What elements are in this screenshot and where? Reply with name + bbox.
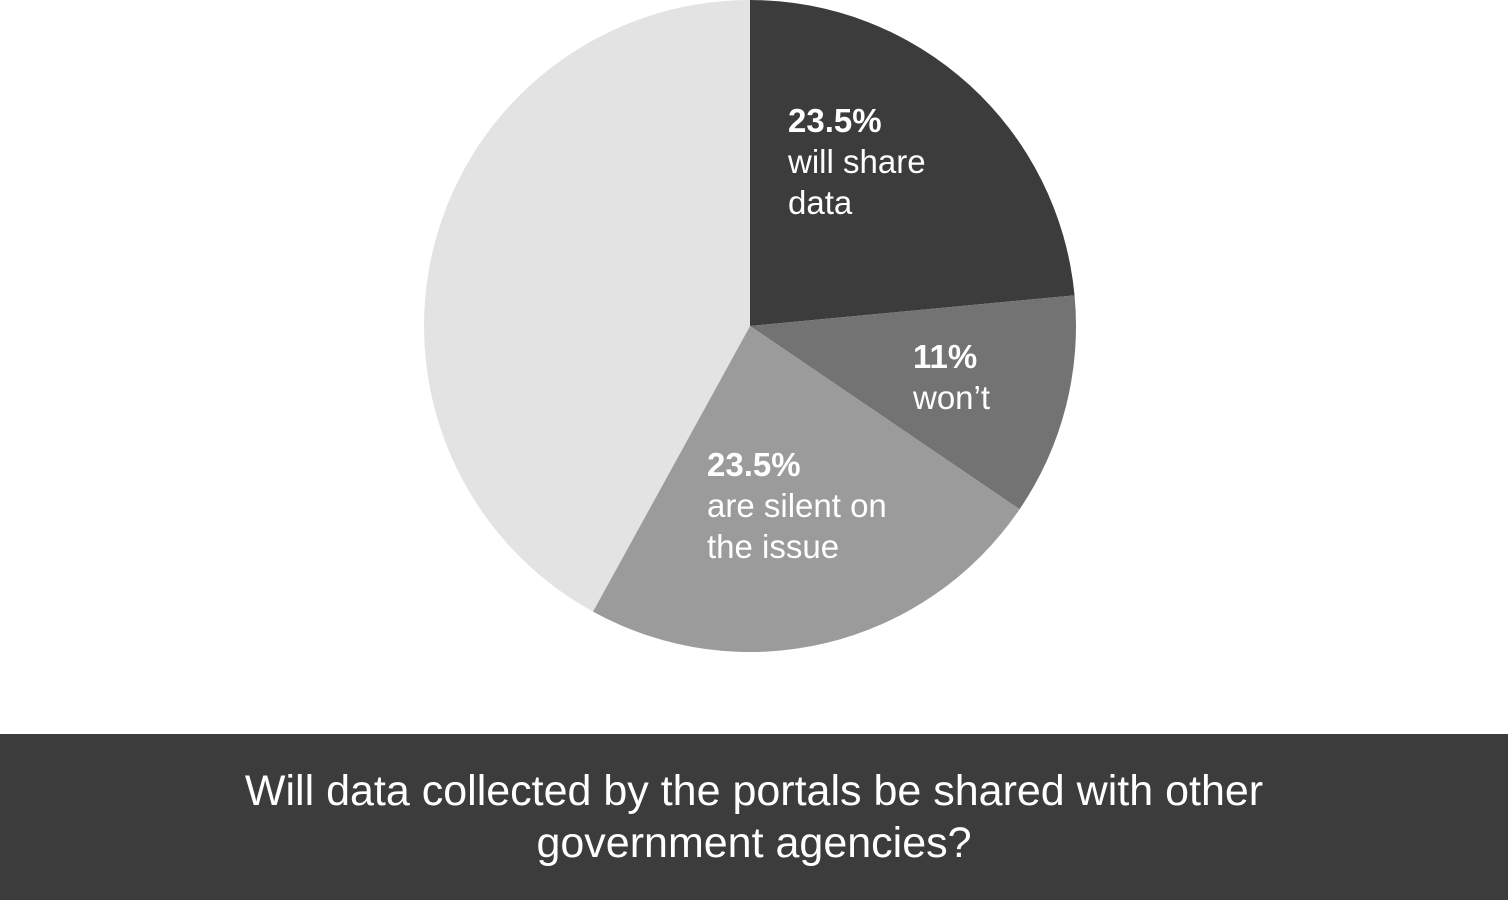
category-label: are silent on the issue — [707, 487, 887, 565]
slice-label: 23.5% are silent on the issue — [707, 444, 937, 567]
slice-label: 23.5% will share data — [788, 100, 978, 223]
category-label: won’t — [913, 379, 991, 416]
pie-slice — [750, 0, 1075, 326]
chart-title: Will data collected by the portals be sh… — [244, 767, 1264, 867]
chart — [424, 0, 1077, 652]
pie-slice — [424, 0, 750, 612]
value-label: 23.5% — [707, 446, 801, 483]
value-label: 11% — [913, 338, 978, 375]
pie-slice — [750, 295, 1077, 510]
title-bar: Will data collected by the portals be sh… — [0, 734, 1508, 900]
slice-label: 11% won’t — [913, 336, 1053, 418]
category-label: will share data — [788, 143, 926, 221]
value-label: 23.5% — [788, 102, 882, 139]
pie-slice — [592, 326, 1020, 652]
